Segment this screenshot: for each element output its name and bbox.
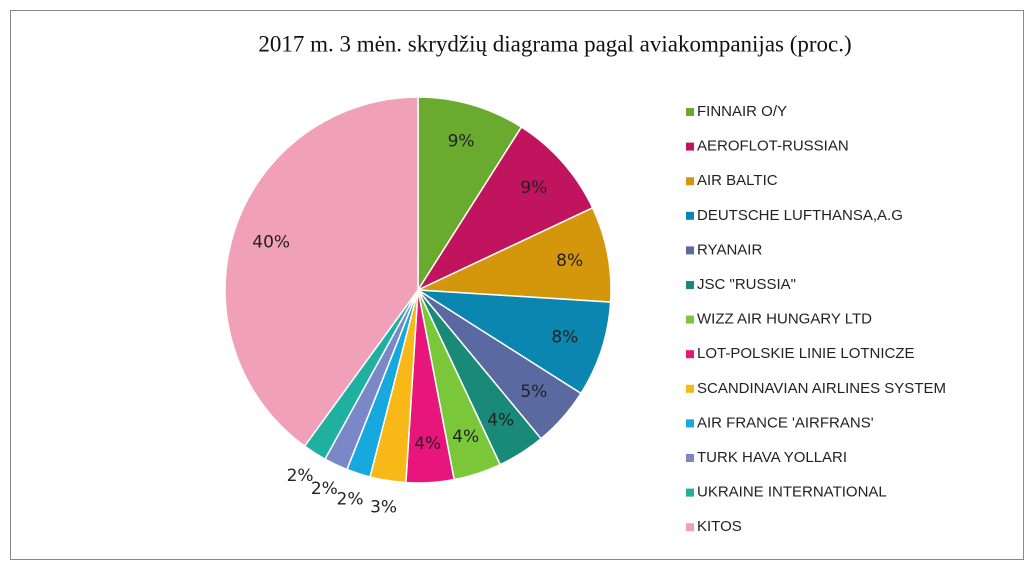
legend-swatch <box>686 523 694 532</box>
legend-label: UKRAINE INTERNATIONAL <box>697 484 887 501</box>
legend-swatch <box>686 454 694 462</box>
legend-label: SCANDINAVIAN AIRLINES SYSTEM <box>697 380 946 397</box>
data-label: 4% <box>487 410 514 430</box>
pie-slice <box>417 289 612 395</box>
legend-label: RYANAIR <box>697 241 762 258</box>
legend-swatch <box>686 142 694 151</box>
pie-slice <box>417 96 523 293</box>
pie-slice <box>417 206 612 303</box>
legend-label: AEROFLOT-RUSSIAN <box>697 138 849 155</box>
data-label: 2% <box>311 479 338 499</box>
data-label: 8% <box>556 251 583 271</box>
data-label: 5% <box>520 382 547 402</box>
legend-swatch <box>686 281 694 289</box>
data-label: 4% <box>414 434 441 454</box>
legend-swatch <box>686 108 694 116</box>
legend-swatch <box>686 384 694 393</box>
legend-swatch <box>686 419 694 428</box>
pie-slice <box>224 96 419 448</box>
legend-swatch <box>686 488 694 497</box>
legend-label: FINNAIR O/Y <box>697 103 787 120</box>
legend-label: DEUTSCHE LUFTHANSA,A.G <box>697 207 903 224</box>
legend-swatch <box>686 315 694 324</box>
data-label: 2% <box>337 489 364 509</box>
legend-label: JSC "RUSSIA" <box>697 276 796 293</box>
data-label: 4% <box>452 427 479 447</box>
data-label: 8% <box>551 328 578 348</box>
data-label: 9% <box>448 132 475 152</box>
data-label: 2% <box>287 466 314 486</box>
data-label: 40% <box>252 232 290 252</box>
legend-label: LOT-POLSKIE LINIE LOTNICZE <box>697 345 915 362</box>
legend-label: WIZZ AIR HUNGARY LTD <box>697 311 872 328</box>
pie-slice <box>415 126 594 292</box>
legend-swatch <box>686 211 694 220</box>
legend-swatch <box>686 246 694 255</box>
legend-label: AIR BALTIC <box>697 172 778 189</box>
legend-label: KITOS <box>697 518 742 535</box>
chart-title: 2017 m. 3 mėn. skrydžių diagrama pagal a… <box>258 31 851 56</box>
data-label: 9% <box>520 178 547 198</box>
legend-label: TURK HAVA YOLLARI <box>697 449 847 466</box>
legend-swatch <box>686 177 694 186</box>
data-label: 3% <box>370 497 397 517</box>
legend-swatch <box>686 350 694 359</box>
legend-label: AIR FRANCE 'AIRFRANS' <box>697 414 874 431</box>
